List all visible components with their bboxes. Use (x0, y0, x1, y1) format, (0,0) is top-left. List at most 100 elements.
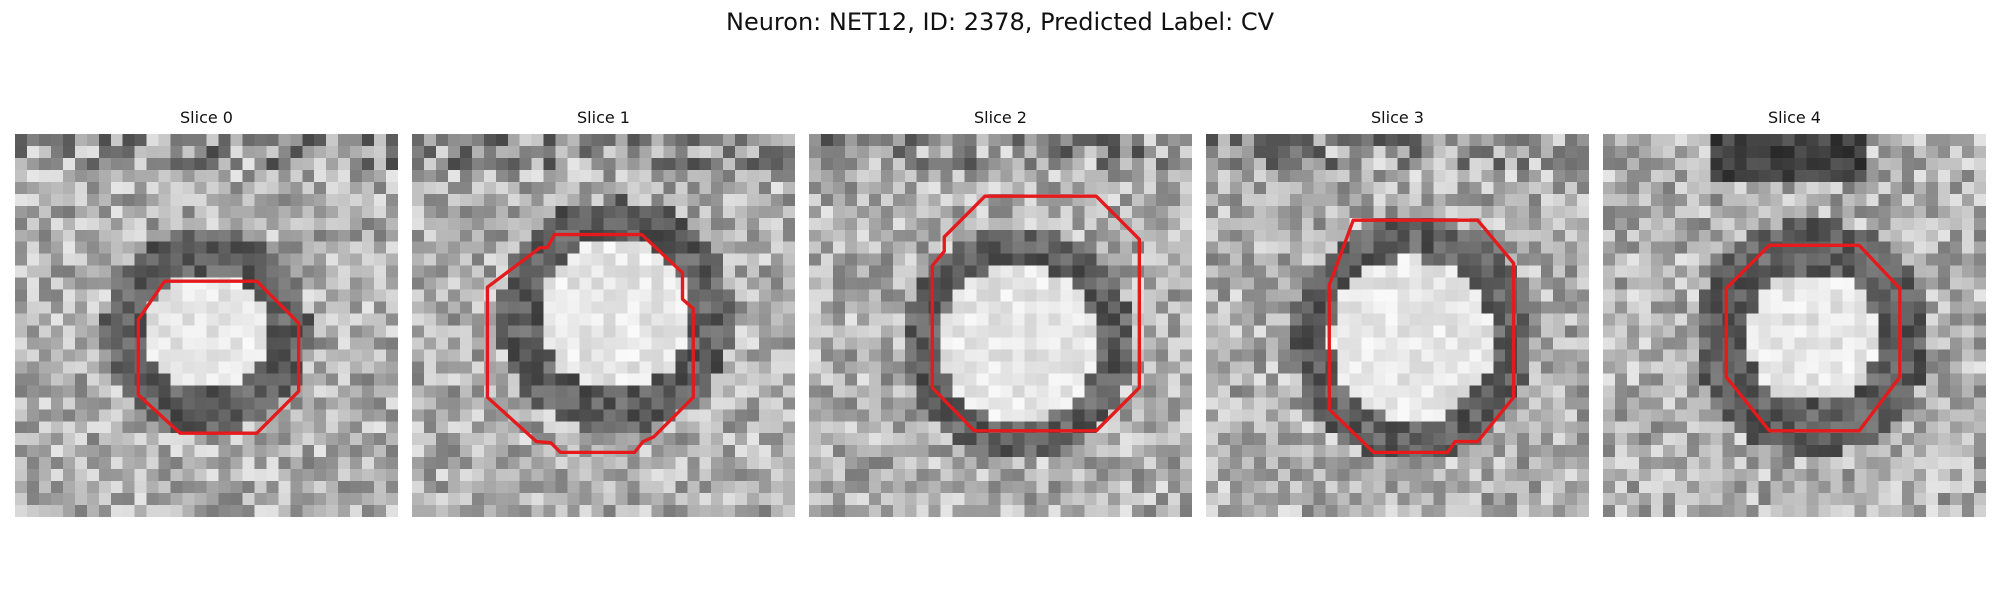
pixel (472, 397, 484, 409)
pixel (1290, 218, 1302, 230)
pixel (1505, 326, 1517, 338)
pixel (1603, 457, 1615, 469)
pixel (1735, 206, 1747, 218)
pixel (1338, 385, 1350, 397)
pixel (747, 469, 759, 481)
pixel (699, 409, 711, 421)
pixel (663, 361, 675, 373)
pixel (1962, 158, 1974, 170)
pixel (1206, 361, 1218, 373)
pixel (1386, 242, 1398, 254)
pixel (183, 409, 195, 421)
pixel (147, 337, 159, 349)
pixel (1481, 469, 1493, 481)
pixel (123, 505, 135, 517)
pixel (436, 409, 448, 421)
pixel (1854, 194, 1866, 206)
pixel (1242, 493, 1254, 505)
pixel (1603, 242, 1615, 254)
pixel (1747, 314, 1759, 326)
pixel (338, 182, 350, 194)
pixel (123, 457, 135, 469)
pixel (484, 170, 496, 182)
pixel (845, 278, 857, 290)
pixel (893, 409, 905, 421)
pixel (893, 266, 905, 278)
pixel (1266, 278, 1278, 290)
pixel (290, 349, 302, 361)
pixel (350, 146, 362, 158)
pixel (1926, 326, 1938, 338)
pixel (687, 254, 699, 266)
pixel (977, 457, 989, 469)
pixel (1493, 493, 1505, 505)
pixel (857, 337, 869, 349)
pixel (1001, 397, 1013, 409)
pixel (1565, 469, 1577, 481)
pixel (639, 134, 651, 146)
pixel (1950, 182, 1962, 194)
pixel (544, 314, 556, 326)
pixel (326, 218, 338, 230)
pixel (1493, 302, 1505, 314)
pixel (711, 469, 723, 481)
pixel (809, 385, 821, 397)
pixel (1338, 493, 1350, 505)
pixel (1603, 373, 1615, 385)
pixel (1962, 385, 1974, 397)
pixel (821, 421, 833, 433)
pixel (1806, 134, 1818, 146)
pixel (51, 170, 63, 182)
pixel (1735, 409, 1747, 421)
pixel (1409, 421, 1421, 433)
pixel (1120, 349, 1132, 361)
pixel (1326, 493, 1338, 505)
pixel (1168, 194, 1180, 206)
pixel (1350, 194, 1362, 206)
pixel (1314, 385, 1326, 397)
pixel (1421, 182, 1433, 194)
pixel (1374, 302, 1386, 314)
pixel (1024, 170, 1036, 182)
pixel (1362, 373, 1374, 385)
pixel (63, 433, 75, 445)
pixel (1687, 278, 1699, 290)
pixel (1326, 242, 1338, 254)
pixel (1854, 433, 1866, 445)
pixel (1024, 254, 1036, 266)
pixel (1242, 266, 1254, 278)
pixel (75, 242, 87, 254)
pixel (15, 278, 27, 290)
pixel (1493, 505, 1505, 517)
pixel (1818, 445, 1830, 457)
pixel (1627, 266, 1639, 278)
pixel (207, 242, 219, 254)
pixel (675, 349, 687, 361)
pixel (723, 206, 735, 218)
pixel (1144, 266, 1156, 278)
pixel (1926, 230, 1938, 242)
pixel (412, 457, 424, 469)
pixel (520, 469, 532, 481)
pixel (929, 278, 941, 290)
pixel (424, 182, 436, 194)
pixel (147, 326, 159, 338)
pixel (833, 457, 845, 469)
pixel (1409, 206, 1421, 218)
pixel (448, 361, 460, 373)
pixel (496, 433, 508, 445)
pixel (1553, 170, 1565, 182)
pixel (544, 361, 556, 373)
pixel (1505, 302, 1517, 314)
pixel (1687, 349, 1699, 361)
pixel (941, 146, 953, 158)
pixel (1818, 457, 1830, 469)
pixel (302, 194, 314, 206)
pixel (759, 469, 771, 481)
pixel (1060, 397, 1072, 409)
pixel (1350, 158, 1362, 170)
pixel (1517, 445, 1529, 457)
pixel (893, 373, 905, 385)
pixel (1902, 218, 1914, 230)
pixel (508, 361, 520, 373)
